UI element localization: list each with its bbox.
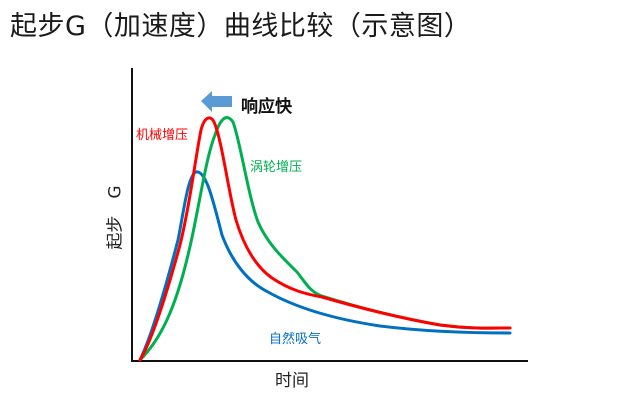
series-supercharged-line bbox=[138, 116, 512, 362]
left-arrow-icon bbox=[201, 91, 232, 112]
chart-title: 起步G（加速度）曲线比较（示意图） bbox=[10, 11, 472, 42]
x-axis-label: 时间 bbox=[275, 371, 309, 391]
series-natural-line bbox=[138, 170, 512, 362]
label-natural: 自然吸气 bbox=[269, 332, 322, 347]
response-annotation: 响应快 bbox=[241, 97, 292, 117]
y-axis-label: 起步 G bbox=[105, 185, 126, 250]
label-supercharged: 机械增压 bbox=[136, 128, 189, 143]
label-turbo: 涡轮增压 bbox=[250, 160, 303, 175]
